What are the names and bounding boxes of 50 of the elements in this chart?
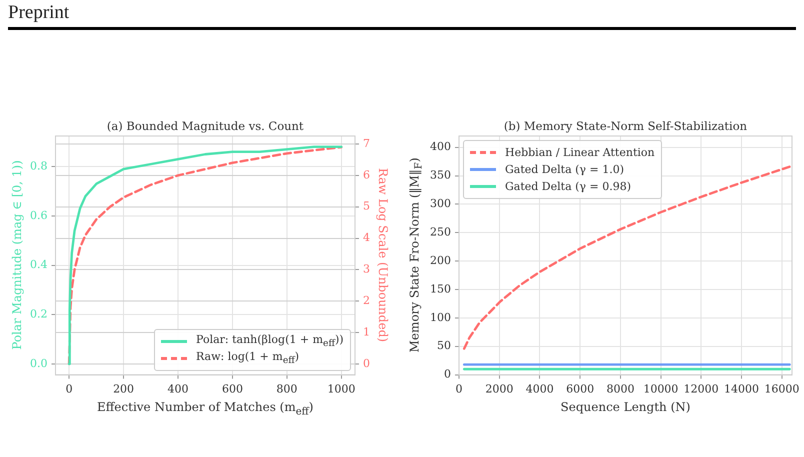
y2-tick-label: 5 (363, 200, 370, 213)
chart-title: (b) Memory State-Norm Self-Stabilization (504, 119, 748, 133)
y-tick-label: 250 (430, 226, 451, 239)
legend-label: Gated Delta (γ = 0.98) (504, 180, 631, 193)
line-series (462, 166, 791, 350)
y2-axis-title: Raw Log Scale (Unbounded) (376, 168, 390, 342)
x-tick-label: 16000 (764, 382, 800, 396)
y-tick-label: 0.4 (30, 258, 48, 272)
x-tick-label: 2000 (485, 382, 514, 396)
y2-tick-label: 0 (363, 356, 370, 370)
y-tick-label: 350 (430, 168, 451, 182)
x-tick-label: 14000 (724, 382, 760, 396)
x-tick-label: 1000 (327, 382, 356, 396)
y2-tick-label: 6 (363, 168, 370, 182)
y2-tick-label: 2 (363, 294, 370, 307)
x-axis-title: Effective Number of Matches (m$_{eff}$) (97, 400, 314, 420)
x-tick-label: 0 (66, 382, 73, 396)
x-tick-label: 12000 (684, 382, 719, 396)
y-tick-label: 0 (444, 368, 451, 381)
y-tick-label: 0.0 (30, 356, 48, 370)
y-tick-label: 150 (430, 282, 451, 296)
y-tick-label: 0.8 (30, 159, 48, 172)
y-tick-label: 300 (430, 197, 451, 210)
legend-label: Hebbian / Linear Attention (504, 146, 655, 159)
x-tick-label: 0 (455, 382, 462, 396)
legend-label: Polar: tanh(βlog(1 + m$_{eff}$)) (196, 333, 344, 350)
y-tick-label: 100 (430, 310, 451, 324)
x-tick-label: 6000 (566, 382, 594, 396)
y-tick-label: 200 (430, 254, 451, 267)
y2-tick-label: 3 (363, 262, 370, 276)
x-tick-label: 400 (168, 382, 189, 396)
legend-label: Raw: log(1 + m$_{eff}$) (196, 350, 300, 366)
y-tick-label: 50 (436, 339, 451, 352)
x-axis-title: Sequence Length (N) (560, 400, 690, 414)
y2-tick-label: 7 (363, 136, 370, 150)
y-tick-label: 0.2 (30, 307, 48, 320)
x-tick-label: 8000 (606, 382, 634, 396)
y-axis-title: Polar Magnitude (mag ∈ [0, 1)) (10, 160, 24, 350)
x-tick-label: 10000 (643, 382, 678, 396)
x-tick-label: 600 (222, 382, 243, 396)
chart-title: (a) Bounded Magnitude vs. Count (106, 119, 304, 133)
y-tick-label: 400 (430, 140, 451, 154)
y2-tick-label: 4 (363, 231, 370, 244)
x-tick-label: 4000 (526, 382, 554, 396)
text: Preprint (8, 2, 70, 23)
x-tick-label: 800 (276, 382, 298, 396)
y2-tick-label: 1 (363, 325, 370, 338)
x-tick-label: 200 (113, 382, 134, 396)
legend-label: Gated Delta (γ = 1.0) (504, 163, 624, 176)
y-tick-label: 0.6 (30, 208, 48, 222)
